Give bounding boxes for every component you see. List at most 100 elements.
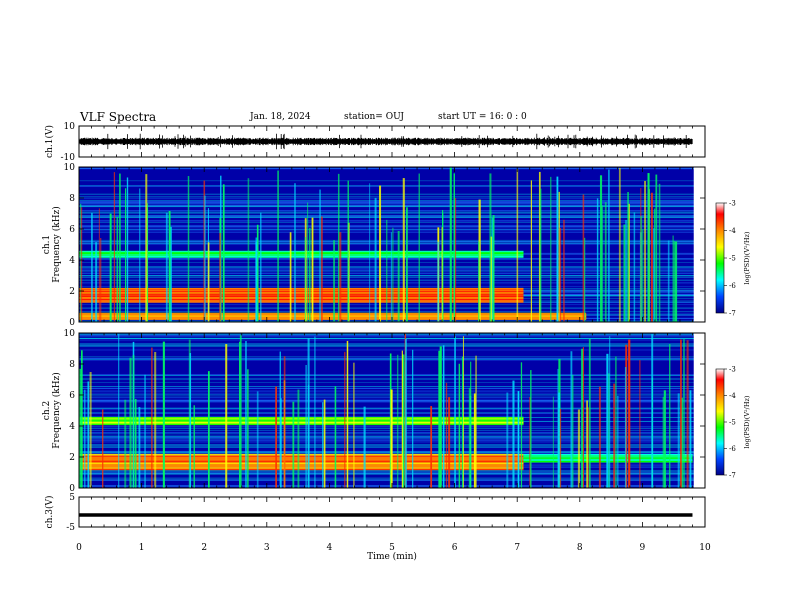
band-texture [79,459,524,461]
colorbar-tick-label: -4 [729,227,736,235]
y-tick-label: -5 [66,523,75,533]
sferic-line [219,232,221,322]
sferic-line [402,354,405,488]
sferic-line [256,391,259,488]
sferic-line [651,334,654,488]
sferic-line [669,343,671,488]
band-texture [79,315,587,317]
band-texture [79,316,587,318]
band-texture [79,458,524,460]
sferic-line [333,240,336,322]
sferic-line [245,341,247,488]
sferic-line [189,353,192,488]
y-tick-label: 10 [64,163,76,173]
noise-line [79,343,705,345]
y-tick-label: 2 [69,287,75,297]
band-texture [79,420,524,422]
noise-line [79,359,705,360]
sferic-line [95,242,98,322]
noise-line [79,356,705,358]
sferic-line [283,356,286,488]
noise-line [79,349,705,351]
band-texture [79,296,524,298]
noise-line [79,375,705,376]
sferic-line [139,188,141,322]
sferic-line [430,406,433,488]
band-texture [79,255,524,257]
sferic-line [677,393,680,488]
noise-line [79,382,705,383]
sferic-line [320,216,323,322]
ch1-trace [78,133,693,150]
noise-line [79,210,705,212]
y-tick-label: 10 [64,329,76,339]
sferic-line [390,232,393,322]
sferic-line [207,371,210,488]
noise-line [79,387,705,389]
sferic-line [363,406,366,488]
sferic-line [570,351,573,488]
sferic-line [653,228,655,322]
y-tick-label: 0 [69,318,75,328]
band-texture [79,416,524,418]
noise-line [79,205,705,207]
sferic-line [550,176,552,322]
sferic-line [239,335,242,488]
sferic-line [109,213,112,322]
sferic-line [292,401,295,488]
sferic-line [439,346,442,488]
x-axis-label: Time (min) [367,551,417,562]
x-tick-label: 5 [389,543,395,553]
sferic-line [308,227,311,322]
noise-line [79,193,705,195]
sferic-line [260,212,262,322]
sferic-line [169,226,172,322]
sferic-line [119,173,121,322]
sferic-line [609,336,611,488]
band-texture [79,251,524,253]
sferic-line [584,237,586,322]
band-texture [79,466,524,468]
sferic-line [80,207,83,322]
ch2-spectrogram [79,333,705,488]
sferic-line [225,344,228,488]
noise-line [79,211,705,213]
band-texture [79,463,524,465]
sferic-line [520,362,523,488]
sferic-line [618,167,621,322]
noise-line [79,345,705,346]
sferic-line [305,364,307,488]
no-data-region [693,333,705,488]
band-texture [79,300,524,302]
sferic-line [396,354,399,488]
colorbar [715,368,725,476]
band-texture [79,252,524,254]
sferic-line [307,202,309,322]
sferic-line [475,355,477,488]
sferic-line [374,197,377,322]
sferic-line [204,195,206,322]
sferic-line [344,351,346,488]
sferic-line [675,241,678,322]
sferic-line [255,237,258,322]
band-texture [79,291,524,293]
noise-line [79,201,705,203]
noise-line [79,222,705,223]
band-texture [79,465,524,467]
sferic-line [323,399,326,488]
noise-line [79,228,705,230]
sferic-line [247,178,250,322]
noise-line [79,378,705,379]
sferic-line [79,368,81,488]
ch1-spectrogram [79,167,705,322]
sferic-line [529,397,531,488]
sferic-line [89,371,92,488]
y-tick-label: 0 [69,484,75,494]
noise-line [79,215,705,217]
x-tick-label: 0 [76,543,82,553]
sferic-line [617,395,619,488]
sferic-line [681,397,683,488]
sferic-line [478,199,481,322]
sferic-line [530,180,532,322]
noise-line [79,227,705,229]
